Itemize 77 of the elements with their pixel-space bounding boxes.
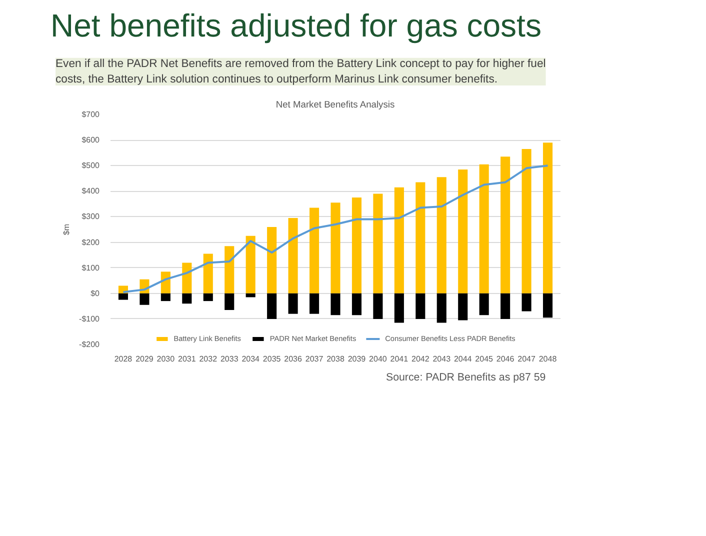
y-tick-label: -$100 — [79, 314, 100, 324]
bar — [288, 218, 298, 294]
x-tick-label: 2048 — [538, 354, 558, 364]
bar — [352, 293, 362, 316]
x-tick-label: 2028 — [114, 354, 133, 364]
bar — [330, 202, 340, 294]
bar — [416, 182, 426, 294]
x-tick-label: 2034 — [242, 354, 260, 364]
bar — [458, 169, 468, 294]
bar — [436, 177, 446, 294]
line-series — [122, 164, 549, 294]
y-tick-label: $100 — [82, 263, 100, 272]
bar — [458, 293, 468, 320]
y-tick-label: $600 — [82, 136, 100, 145]
x-tick-label: 2041 — [390, 354, 409, 364]
bar — [224, 246, 234, 294]
bar — [288, 293, 298, 314]
text: Net Market Benefits Analysis — [276, 100, 395, 110]
bar — [416, 293, 426, 319]
bar — [352, 198, 362, 294]
bar — [522, 149, 532, 294]
bar — [542, 293, 553, 318]
x-tick-label: 2029 — [136, 354, 154, 364]
x-tick-label: 2042 — [412, 354, 430, 364]
bar — [542, 142, 553, 294]
bar — [330, 293, 340, 316]
bar — [182, 262, 192, 294]
y-tick-label: $200 — [82, 238, 100, 247]
bar — [267, 293, 277, 319]
bar — [479, 164, 489, 294]
y-tick-label: $300 — [82, 212, 100, 222]
x-tick-label: 2030 — [156, 354, 176, 364]
bar — [373, 293, 383, 319]
bar — [310, 208, 320, 294]
x-tick-label: 2032 — [199, 354, 218, 364]
bar — [436, 293, 446, 323]
bar — [373, 194, 383, 294]
y-tick-label: $700 — [82, 110, 100, 119]
bar — [500, 293, 510, 319]
bar — [522, 293, 532, 312]
bar — [246, 293, 256, 298]
y-tick-label: $0 — [90, 288, 100, 298]
x-tick-label: 2047 — [518, 354, 536, 364]
x-tick-label: 2038 — [326, 354, 345, 364]
x-tick-label: 2040 — [369, 354, 388, 364]
x-tick-label: 2031 — [178, 354, 196, 364]
y-tick-label: -$200 — [79, 340, 100, 349]
x-tick-label: 2039 — [348, 354, 366, 364]
bar — [224, 293, 234, 310]
bar — [246, 236, 256, 294]
bar — [203, 254, 213, 294]
bar — [160, 293, 170, 302]
bar — [118, 293, 128, 300]
bar — [267, 226, 277, 294]
chart-title: Net benefits adjusted for gas costs — [50, 8, 542, 44]
bar — [182, 293, 192, 304]
x-tick-label: 2036 — [284, 354, 302, 364]
bar — [394, 293, 404, 323]
y-tick-label: $400 — [82, 186, 100, 196]
x-tick-label: 2046 — [496, 354, 515, 364]
y-tick-label: $500 — [82, 161, 100, 170]
x-tick-label: 2043 — [432, 354, 452, 364]
x-tick-label: 2037 — [305, 354, 324, 364]
x-tick-label: 2045 — [475, 354, 494, 364]
bar — [394, 187, 404, 294]
y-axis-title: $m — [62, 224, 72, 236]
bar — [500, 156, 510, 294]
x-tick-label: 2035 — [262, 354, 282, 364]
bar — [310, 293, 320, 314]
x-tick-label: 2033 — [220, 354, 239, 364]
bar — [203, 293, 213, 302]
bar — [140, 293, 150, 305]
chart-subtitle: Even if all the PADR Net Benefits are removed from the Battery Link concept to pay for higher fuel costs, the Battery Link solution continues to outperform Marinus Link consumer benefits. — [56, 58, 546, 86]
bar — [479, 293, 489, 316]
bar — [160, 272, 170, 294]
x-tick-label: 2044 — [454, 354, 472, 364]
text: Source: PADR Benefits as p87 59 — [386, 372, 546, 384]
